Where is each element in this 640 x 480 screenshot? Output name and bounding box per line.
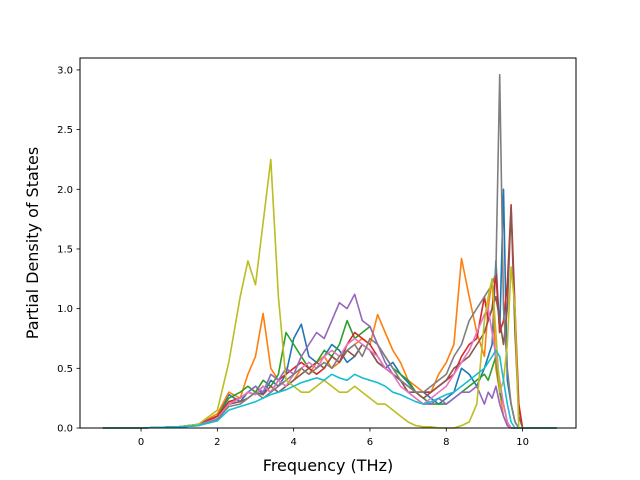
x-tick-label: 10: [516, 437, 529, 448]
series-line-8: [102, 73, 557, 429]
y-tick-label: 2.0: [57, 185, 73, 196]
x-tick-label: 4: [290, 437, 296, 448]
y-tick-label: 3.0: [57, 65, 73, 76]
series-line-9: [102, 158, 557, 429]
y-tick-label: 2.5: [57, 125, 73, 136]
y-tick-label: 0.0: [57, 424, 73, 435]
axes-layer: 0 2 4 6 8 10 0.0 0.5 1.0 1.5 2.0 2.5 3.0: [57, 65, 529, 448]
x-tick-label: 2: [214, 437, 220, 448]
x-tick-label: 8: [443, 437, 449, 448]
plot-frame: [79, 57, 577, 429]
y-axis-label: Partial Density of States: [23, 147, 42, 339]
y-tick-label: 1.5: [57, 244, 73, 255]
series-layer: [102, 73, 557, 429]
y-tick-label: 1.0: [57, 304, 73, 315]
series-line-5: [102, 293, 557, 429]
y-tick-label: 0.5: [57, 364, 73, 375]
x-tick-label: 6: [367, 437, 373, 448]
x-tick-label: 0: [138, 437, 144, 448]
series-line-10: [102, 349, 557, 429]
x-axis-label: Frequency (THz): [263, 456, 393, 475]
